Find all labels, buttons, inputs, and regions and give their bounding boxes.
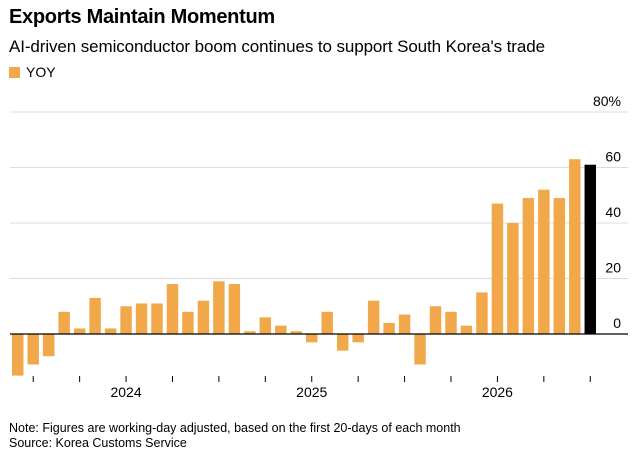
bar-32 <box>507 223 519 334</box>
bar-1 <box>27 334 39 365</box>
bar-20 <box>321 311 333 334</box>
bar-13 <box>213 281 225 335</box>
bar-6 <box>104 328 117 334</box>
bar-4 <box>73 328 86 334</box>
bar-chart: 0 20 40 60 80% 2024 2025 2026 <box>10 93 628 400</box>
bar-2 <box>42 334 55 357</box>
bar-26 <box>414 334 426 365</box>
bar-9 <box>151 303 163 334</box>
y-tick-label-0: 0 <box>613 315 621 331</box>
bar-17 <box>275 325 287 334</box>
bar-37 <box>584 164 596 334</box>
bar-11 <box>182 311 194 334</box>
y-tick-label-20: 20 <box>605 260 621 276</box>
bar-29 <box>460 325 473 334</box>
bar-16 <box>259 317 272 334</box>
chart-title: Exports Maintain Momentum <box>9 6 275 28</box>
y-tick-label-40: 40 <box>605 204 621 220</box>
bar-0 <box>12 334 24 376</box>
bar-5 <box>89 297 101 334</box>
footnote: Note: Figures are working-day adjusted, … <box>9 421 461 435</box>
chart-subtitle: AI-driven semiconductor boom continues t… <box>9 37 545 56</box>
bar-25 <box>398 314 411 334</box>
bar-34 <box>538 189 550 334</box>
bar-28 <box>445 311 457 334</box>
x-year-label-2024: 2024 <box>110 384 141 400</box>
bar-21 <box>336 334 349 351</box>
bar-24 <box>383 322 395 334</box>
bar-7 <box>120 306 132 334</box>
bar-10 <box>166 284 179 334</box>
bar-36 <box>569 159 581 334</box>
bar-33 <box>522 198 535 334</box>
bar-18 <box>290 331 302 334</box>
bar-31 <box>491 203 504 334</box>
bar-35 <box>553 198 566 334</box>
source-note: Source: Korea Customs Service <box>9 436 187 450</box>
bar-23 <box>367 300 380 334</box>
x-year-label-2026: 2026 <box>482 384 513 400</box>
legend: YOY <box>9 64 56 80</box>
bar-19 <box>306 334 318 343</box>
legend-label-yoy: YOY <box>26 64 56 80</box>
bar-12 <box>197 300 210 334</box>
y-tick-label-60: 60 <box>605 149 621 165</box>
bar-27 <box>429 306 442 334</box>
legend-swatch-yoy <box>9 66 20 78</box>
bar-30 <box>476 292 488 335</box>
bar-8 <box>135 303 148 334</box>
bar-15 <box>244 331 256 334</box>
y-tick-label-80: 80% <box>593 93 621 109</box>
bar-22 <box>352 334 364 343</box>
x-year-label-2025: 2025 <box>296 384 327 400</box>
bar-14 <box>228 284 241 334</box>
bar-3 <box>58 311 70 334</box>
